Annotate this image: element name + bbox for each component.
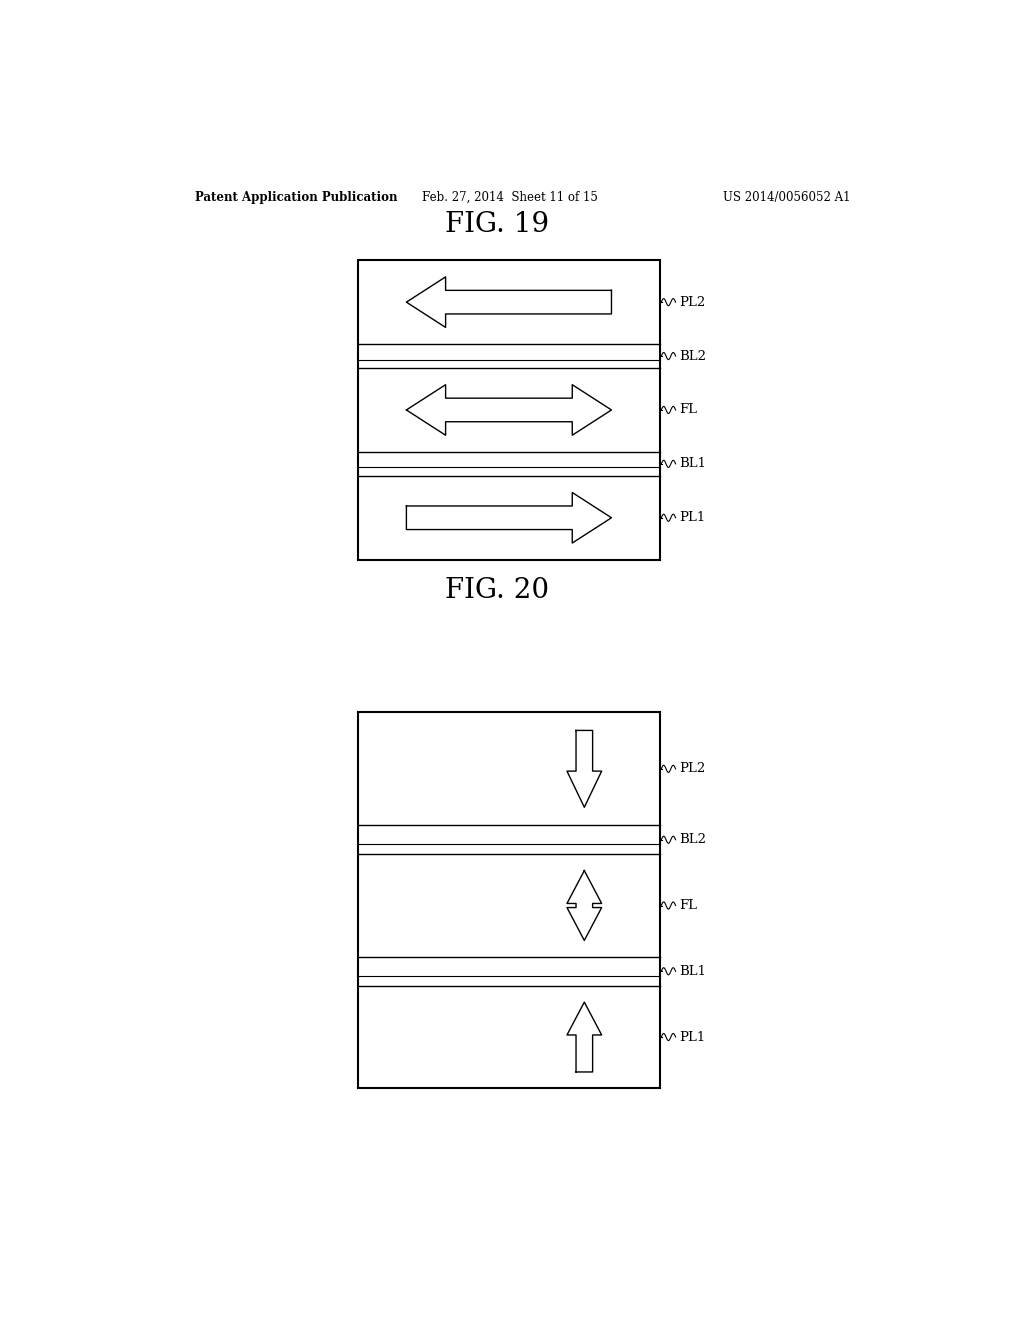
Text: FL: FL (680, 404, 697, 416)
Polygon shape (407, 384, 611, 436)
Text: PL1: PL1 (680, 511, 706, 524)
Bar (358, 260, 659, 560)
Text: BL2: BL2 (680, 833, 707, 846)
Polygon shape (567, 730, 602, 808)
Polygon shape (567, 1002, 602, 1072)
Text: BL1: BL1 (680, 457, 707, 470)
Text: Feb. 27, 2014  Sheet 11 of 15: Feb. 27, 2014 Sheet 11 of 15 (422, 191, 598, 203)
Text: Patent Application Publication: Patent Application Publication (196, 191, 398, 203)
Text: PL2: PL2 (680, 763, 706, 775)
Polygon shape (407, 492, 611, 543)
Text: FL: FL (680, 899, 697, 912)
Text: US 2014/0056052 A1: US 2014/0056052 A1 (723, 191, 851, 203)
Text: BL2: BL2 (680, 350, 707, 363)
Bar (358, 713, 659, 1089)
Polygon shape (407, 277, 611, 327)
Polygon shape (567, 871, 602, 940)
Text: PL2: PL2 (680, 296, 706, 309)
Text: BL1: BL1 (680, 965, 707, 978)
Text: FIG. 19: FIG. 19 (445, 211, 549, 238)
Text: FIG. 20: FIG. 20 (445, 577, 549, 603)
Text: PL1: PL1 (680, 1031, 706, 1044)
